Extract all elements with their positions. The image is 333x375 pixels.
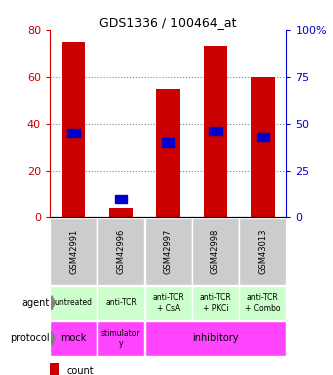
Bar [50, 321, 97, 356]
Bar [50, 217, 97, 285]
Polygon shape [52, 332, 55, 346]
Text: anti-TCR
+ PKCi: anti-TCR + PKCi [199, 293, 231, 312]
Bar [62, 42, 85, 218]
Bar [192, 217, 239, 285]
Bar [209, 127, 221, 135]
Bar [98, 217, 144, 285]
Text: GSM42991: GSM42991 [69, 229, 78, 274]
Bar [162, 138, 174, 147]
Bar [145, 217, 191, 285]
Text: stimulator
y: stimulator y [101, 329, 141, 348]
Bar [145, 286, 191, 320]
Text: count: count [67, 366, 94, 375]
Bar [257, 133, 269, 141]
Polygon shape [52, 296, 55, 310]
Bar [50, 363, 59, 375]
Bar [157, 88, 180, 218]
Bar [145, 321, 286, 356]
Text: GSM42997: GSM42997 [164, 228, 173, 274]
Text: GSM42996: GSM42996 [116, 228, 126, 274]
Bar [68, 129, 80, 137]
Title: GDS1336 / 100464_at: GDS1336 / 100464_at [100, 16, 237, 29]
Text: inhibitory: inhibitory [192, 333, 239, 344]
Text: anti-TCR
+ Combo: anti-TCR + Combo [245, 293, 280, 312]
Bar [50, 286, 97, 320]
Bar [115, 195, 127, 203]
Text: mock: mock [60, 333, 87, 344]
Bar [98, 286, 144, 320]
Bar [109, 208, 133, 218]
Bar [192, 286, 239, 320]
Bar [239, 286, 286, 320]
Text: GSM42998: GSM42998 [211, 228, 220, 274]
Text: anti-TCR
+ CsA: anti-TCR + CsA [152, 293, 184, 312]
Bar [98, 321, 144, 356]
Text: GSM43013: GSM43013 [258, 228, 267, 274]
Text: protocol: protocol [10, 333, 50, 344]
Text: agent: agent [22, 298, 50, 308]
Text: anti-TCR: anti-TCR [105, 298, 137, 307]
Bar [203, 46, 227, 217]
Text: untreated: untreated [55, 298, 93, 307]
Bar [251, 77, 274, 218]
Bar [239, 217, 286, 285]
